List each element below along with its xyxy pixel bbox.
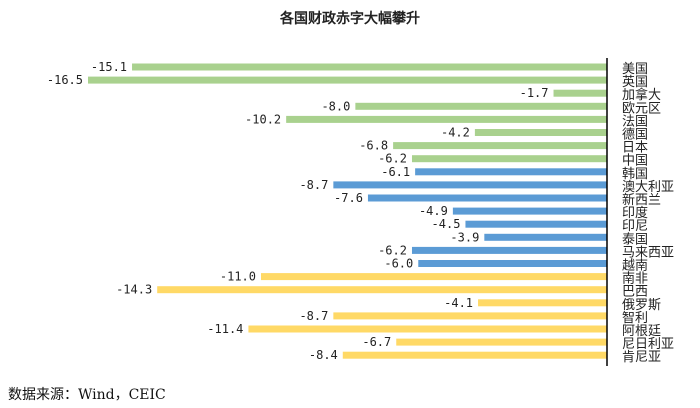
value-label-2: -1.7 bbox=[520, 86, 549, 100]
category-label-22: 肯尼亚 bbox=[622, 350, 661, 365]
bar-6 bbox=[393, 142, 607, 150]
bar-12 bbox=[465, 220, 607, 228]
value-label-0: -15.1 bbox=[91, 60, 127, 74]
category-label-12: 印尼 bbox=[622, 219, 648, 234]
category-label-10: 新西兰 bbox=[622, 192, 661, 208]
bar-11 bbox=[452, 207, 607, 215]
value-label-8: -6.1 bbox=[381, 165, 410, 179]
bar-2 bbox=[553, 89, 607, 97]
bar-1 bbox=[88, 76, 607, 84]
category-label-19: 智利 bbox=[622, 311, 648, 326]
bar-9 bbox=[333, 181, 607, 189]
bar-16 bbox=[261, 273, 607, 281]
category-label-11: 印度 bbox=[622, 205, 648, 221]
category-label-13: 泰国 bbox=[622, 232, 648, 247]
bar-13 bbox=[484, 233, 607, 241]
category-label-4: 法国 bbox=[622, 114, 648, 129]
bar-15 bbox=[418, 260, 607, 267]
value-label-11: -4.9 bbox=[419, 204, 448, 218]
bar-17 bbox=[157, 286, 607, 294]
category-label-20: 阿根廷 bbox=[622, 324, 661, 339]
value-label-1: -16.5 bbox=[47, 73, 83, 87]
bar-14 bbox=[411, 246, 607, 254]
value-label-22: -8.4 bbox=[309, 348, 338, 362]
category-label-3: 欧元区 bbox=[622, 101, 661, 116]
value-label-13: -3.9 bbox=[450, 230, 479, 244]
value-label-17: -14.3 bbox=[116, 283, 152, 297]
value-label-3: -8.0 bbox=[321, 99, 350, 113]
category-label-6: 日本 bbox=[622, 141, 648, 156]
value-label-18: -4.1 bbox=[444, 296, 473, 310]
category-label-9: 澳大利亚 bbox=[622, 179, 674, 195]
bar-8 bbox=[415, 168, 607, 176]
category-label-7: 中国 bbox=[622, 154, 648, 169]
bar-21 bbox=[396, 338, 607, 346]
value-label-10: -7.6 bbox=[334, 191, 363, 205]
bar-0 bbox=[132, 63, 607, 71]
value-label-7: -6.2 bbox=[378, 152, 407, 166]
category-label-5: 德国 bbox=[622, 128, 648, 143]
data-source-note: 数据来源：Wind，CEIC bbox=[8, 387, 166, 403]
value-label-14: -6.2 bbox=[378, 243, 407, 257]
bar-18 bbox=[478, 299, 607, 307]
value-label-4: -10.2 bbox=[245, 112, 281, 126]
category-label-21: 尼日利亚 bbox=[622, 337, 674, 352]
value-label-19: -8.7 bbox=[299, 309, 328, 323]
category-label-8: 韩国 bbox=[622, 167, 648, 182]
value-label-9: -8.7 bbox=[299, 178, 328, 192]
category-label-18: 俄罗斯 bbox=[622, 298, 661, 313]
bar-chart: -15.1 美国 -16.5 英国 -1.7 加拿大 -8.0 欧元区 -10.2 法国 -4.2 德… bbox=[47, 58, 674, 366]
bar-4 bbox=[286, 115, 607, 123]
category-label-2: 加拿大 bbox=[622, 87, 661, 103]
value-label-16: -11.0 bbox=[220, 270, 256, 284]
bar-3 bbox=[355, 102, 607, 110]
category-label-16: 南非 bbox=[622, 271, 648, 287]
bar-20 bbox=[248, 325, 607, 333]
value-label-5: -4.2 bbox=[441, 126, 470, 140]
category-label-0: 美国 bbox=[622, 62, 648, 77]
value-label-20: -11.4 bbox=[207, 322, 243, 336]
value-label-12: -4.5 bbox=[432, 217, 461, 231]
bar-10 bbox=[367, 194, 607, 202]
bar-19 bbox=[333, 312, 607, 320]
category-label-14: 马来西亚 bbox=[622, 245, 674, 260]
category-label-17: 巴西 bbox=[622, 285, 648, 300]
bar-7 bbox=[411, 155, 607, 163]
value-label-15: -6.0 bbox=[384, 257, 413, 271]
category-label-15: 越南 bbox=[622, 258, 648, 274]
chart-title: 各国财政赤字大幅攀升 bbox=[280, 11, 420, 27]
bar-22 bbox=[342, 351, 607, 359]
value-label-21: -6.7 bbox=[362, 335, 391, 349]
bar-5 bbox=[474, 129, 607, 136]
category-label-1: 英国 bbox=[622, 75, 648, 90]
value-label-6: -6.8 bbox=[359, 139, 388, 153]
